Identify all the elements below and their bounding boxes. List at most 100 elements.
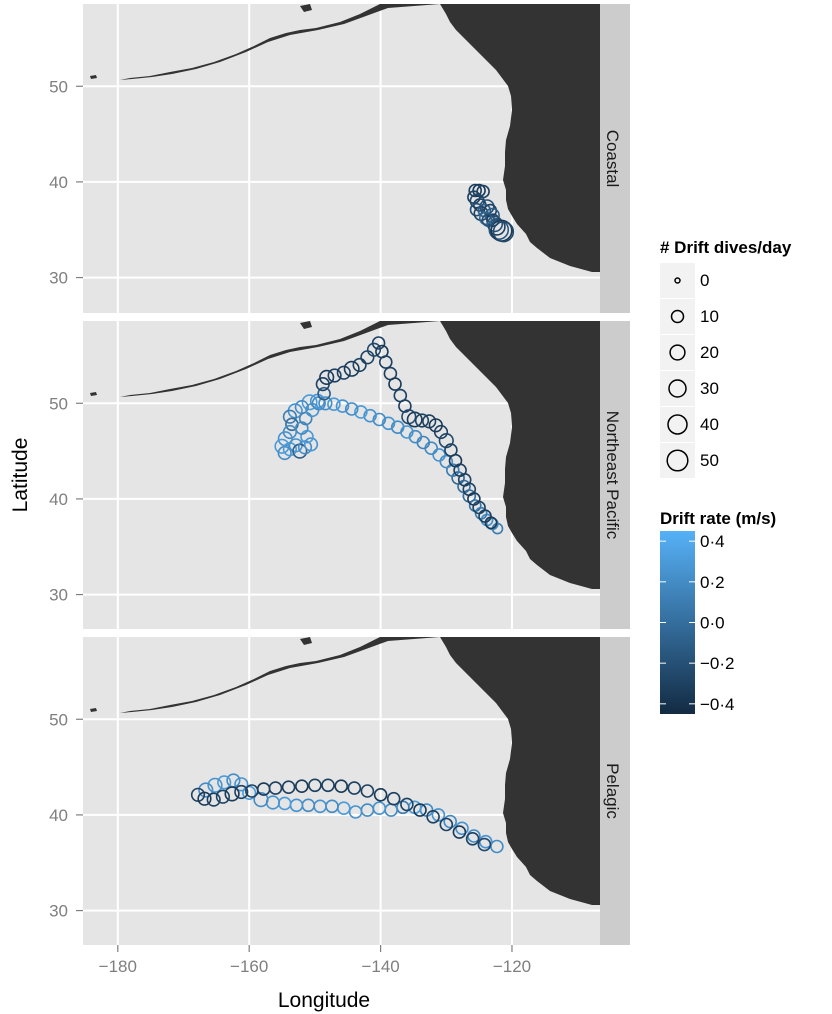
facet-strip <box>600 4 630 313</box>
track-point <box>197 791 212 806</box>
y-tick-label: 30 <box>49 269 68 288</box>
track-point <box>372 412 387 427</box>
y-tick-label: 50 <box>49 394 68 413</box>
track-point <box>378 355 393 369</box>
track-point <box>198 782 214 798</box>
track-point <box>373 787 388 802</box>
track-point <box>484 516 498 530</box>
track-point <box>468 183 483 198</box>
x-tick-label: −140 <box>361 957 399 976</box>
track-point <box>371 336 386 350</box>
size-legend-circle <box>674 277 681 284</box>
y-tick-label: 40 <box>49 806 68 825</box>
track-point <box>445 463 460 478</box>
track-point <box>388 377 402 391</box>
size-legend-circle <box>667 414 688 435</box>
facet-strip-label: Northeast Pacific <box>603 411 622 540</box>
track-point <box>334 779 349 794</box>
track-point <box>253 791 269 808</box>
track-point <box>224 786 240 802</box>
track-points <box>190 773 504 854</box>
track-point <box>478 211 493 226</box>
track-point <box>360 784 375 798</box>
size-legend-label: 20 <box>700 343 719 362</box>
track-point <box>381 416 396 431</box>
track-point <box>348 805 363 819</box>
track-point <box>327 368 342 383</box>
track-point <box>282 409 298 424</box>
track-points <box>274 336 504 535</box>
track-point <box>354 405 368 419</box>
track-point <box>432 448 446 462</box>
y-tick-label: 50 <box>49 710 68 729</box>
track-point <box>413 803 427 817</box>
track-point <box>301 394 318 411</box>
track-point <box>406 411 423 428</box>
track-point <box>492 221 515 243</box>
size-legend-key <box>660 263 695 298</box>
x-tick-label: −180 <box>99 957 137 976</box>
track-point <box>206 792 221 807</box>
y-tick-label: 30 <box>49 902 68 921</box>
map-panels: Coastal Northeast Pacific Pelagic <box>83 4 630 945</box>
size-legend-circle <box>669 344 686 361</box>
track-point <box>443 814 458 829</box>
track-point <box>469 202 484 217</box>
x-tick-label: −120 <box>493 957 531 976</box>
size-legend-circle <box>666 449 689 472</box>
track-point <box>426 809 440 824</box>
size-legend-label: 30 <box>700 379 719 398</box>
track-point <box>317 386 331 401</box>
track-point <box>439 454 454 469</box>
track-point <box>481 213 496 227</box>
track-point <box>234 784 249 800</box>
track-point <box>433 424 449 440</box>
track-point <box>294 779 309 794</box>
color-tick-label: −0·2 <box>700 654 735 673</box>
track-point <box>303 437 319 452</box>
track-point <box>366 342 382 357</box>
y-tick-label: 50 <box>49 77 68 96</box>
facet-strip-label: Coastal <box>603 130 622 188</box>
track-point <box>308 778 322 793</box>
color-tick-label: 0·0 <box>700 614 725 633</box>
color-tick-label: 0·4 <box>700 532 725 551</box>
color-tick-label: 0·2 <box>700 573 725 592</box>
x-axis-title: Longitude <box>278 989 370 1012</box>
track-point <box>390 420 405 435</box>
size-legend-label: 50 <box>700 451 719 470</box>
size-legend-circle <box>670 309 685 324</box>
track-point <box>347 781 362 795</box>
track-point <box>215 789 230 804</box>
size-legend-keys: 0 10 20 30 40 50 <box>660 263 719 478</box>
x-axis: −180 −160 −140 −120 <box>99 945 531 976</box>
facet-strip-label: Pelagic <box>603 763 622 819</box>
size-legend-key <box>660 335 695 370</box>
track-point <box>465 831 480 846</box>
track-point <box>318 396 333 411</box>
y-axis: 30 40 50 30 40 50 30 40 50 <box>49 77 83 921</box>
track-point <box>386 791 401 806</box>
track-point <box>268 781 283 795</box>
track-point <box>234 777 249 792</box>
track-point <box>352 357 367 373</box>
y-tick-label: 40 <box>49 173 68 192</box>
panel-coastal: Coastal <box>83 4 630 313</box>
track-point <box>336 365 351 380</box>
y-tick-label: 40 <box>49 490 68 509</box>
size-legend-label: 40 <box>700 415 719 434</box>
panel-pelagic: Pelagic <box>83 637 630 945</box>
size-legend-title: # Drift dives/day <box>660 238 792 257</box>
track-point <box>343 360 360 377</box>
track-point <box>452 825 467 839</box>
track-point <box>335 399 350 413</box>
size-legend-key <box>660 299 695 334</box>
track-point <box>439 817 454 832</box>
y-axis-title: Latitude <box>9 438 32 513</box>
track-point <box>327 397 341 412</box>
track-point <box>319 369 335 386</box>
track-point <box>400 797 414 812</box>
size-legend-key <box>660 407 695 442</box>
track-point <box>414 413 430 428</box>
track-point <box>281 780 296 795</box>
